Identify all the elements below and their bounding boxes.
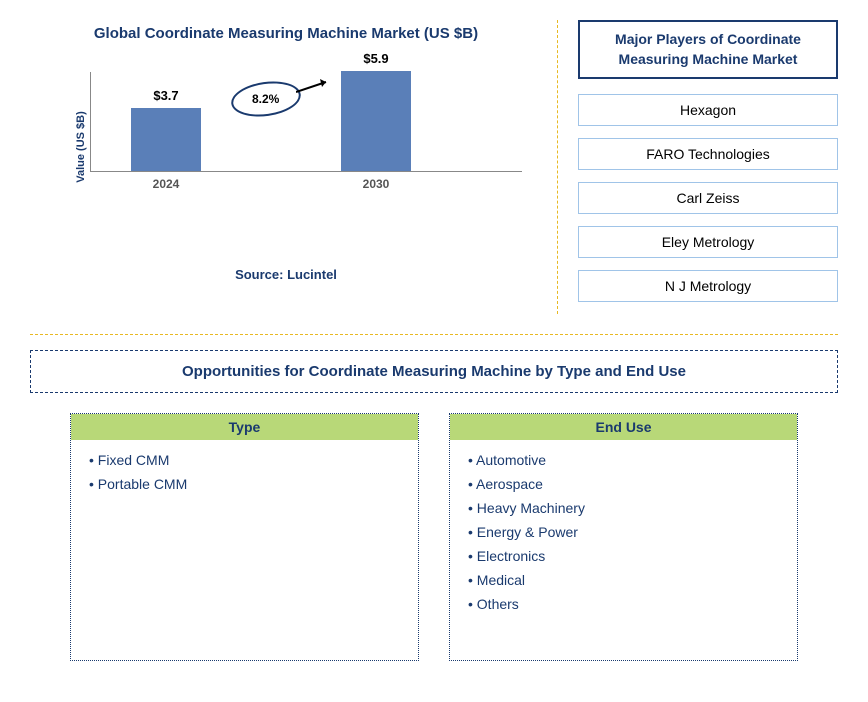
opportunity-item: • Others — [468, 596, 779, 612]
opportunity-column: End Use • Automotive • Aerospace • Heavy Ma… — [449, 413, 798, 661]
growth-rate: 8.2% — [252, 92, 279, 106]
opportunity-items: • Automotive • Aerospace • Heavy Machinery… — [450, 440, 797, 660]
opportunity-column-header: Type — [71, 414, 418, 440]
opportunity-column-header: End Use — [450, 414, 797, 440]
opportunity-item: • Fixed CMM — [89, 452, 400, 468]
opportunity-column: Type • Fixed CMM • Portable CMM — [70, 413, 419, 661]
opportunity-item: • Heavy Machinery — [468, 500, 779, 516]
bar-label-2030: $5.9 — [363, 51, 388, 66]
player-box: FARO Technologies — [578, 138, 838, 170]
arrow-icon — [296, 77, 336, 97]
chart-title: Global Coordinate Measuring Machine Mark… — [30, 25, 542, 42]
opportunity-items: • Fixed CMM • Portable CMM — [71, 440, 418, 660]
player-box: Carl Zeiss — [578, 182, 838, 214]
opportunity-item: • Energy & Power — [468, 524, 779, 540]
player-box: N J Metrology — [578, 270, 838, 302]
top-section: Global Coordinate Measuring Machine Mark… — [30, 20, 838, 335]
bar-2030: $5.9 2030 — [341, 71, 411, 171]
players-section: Major Players of Coordinate Measuring Ma… — [558, 20, 838, 314]
opportunity-item: • Electronics — [468, 548, 779, 564]
chart-area: Value (US $B) $3.7 2024 $5.9 2030 8.2% — [90, 72, 522, 222]
y-axis-label: Value (US $B) — [75, 111, 87, 183]
opportunities-header: Opportunities for Coordinate Measuring M… — [30, 350, 838, 393]
players-list: Hexagon FARO Technologies Carl Zeiss Eley M… — [578, 94, 838, 302]
players-header: Major Players of Coordinate Measuring Ma… — [578, 20, 838, 79]
growth-ellipse: 8.2% — [229, 77, 303, 120]
chart-section: Global Coordinate Measuring Machine Mark… — [30, 20, 558, 314]
opportunity-item: • Portable CMM — [89, 476, 400, 492]
opportunities-columns: Type• Fixed CMM• Portable CMMEnd Use• Au… — [30, 413, 838, 661]
bar-label-2024: $3.7 — [153, 88, 178, 103]
player-box: Eley Metrology — [578, 226, 838, 258]
opportunity-item: • Automotive — [468, 452, 779, 468]
opportunity-item: • Aerospace — [468, 476, 779, 492]
growth-annotation: 8.2% — [231, 82, 321, 122]
bar-2024: $3.7 2024 — [131, 108, 201, 171]
source-label: Source: Lucintel — [30, 267, 542, 282]
player-box: Hexagon — [578, 94, 838, 126]
x-label-2024: 2024 — [153, 177, 180, 191]
chart-plot: $3.7 2024 $5.9 2030 8.2% — [90, 72, 522, 172]
opportunity-item: • Medical — [468, 572, 779, 588]
x-label-2030: 2030 — [363, 177, 390, 191]
